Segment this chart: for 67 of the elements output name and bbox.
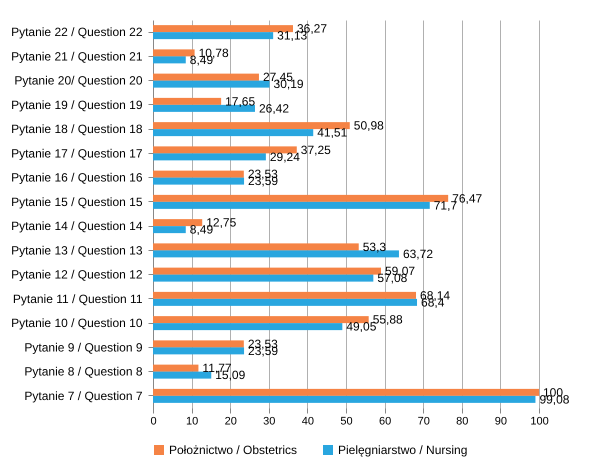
- x-tick-label: 20: [224, 416, 237, 428]
- data-label: 50,98: [354, 118, 384, 133]
- bar: [153, 292, 416, 299]
- data-label: 37,25: [300, 142, 332, 157]
- x-tick-label: 80: [456, 416, 468, 428]
- bar: [153, 98, 222, 105]
- bar: [153, 49, 195, 56]
- y-tick-label: Pytanie 21 / Question 21: [11, 49, 143, 64]
- data-label: 29,24: [270, 150, 300, 164]
- bar: [153, 219, 202, 226]
- bar: [153, 129, 314, 136]
- bar: [153, 316, 369, 324]
- bar: [153, 340, 244, 348]
- y-tick-label: Pytanie 15 / Question 15: [11, 194, 143, 209]
- bar: [153, 396, 536, 403]
- y-tick-label: Pytanie 13 / Question 13: [11, 243, 143, 258]
- x-tick-label: 100: [530, 416, 549, 428]
- y-tick-label: Pytanie 11 / Question 11: [12, 292, 143, 306]
- bar: [153, 80, 270, 88]
- y-tick-label: Pytanie 17 / Question 17: [11, 146, 143, 160]
- y-tick-label: Pytanie 9 / Question 9: [24, 340, 143, 354]
- x-tick-label: 30: [263, 416, 276, 428]
- data-label: 17,65: [225, 94, 256, 108]
- data-label: 63,72: [402, 246, 434, 261]
- bar: [153, 153, 266, 160]
- bar: [153, 194, 448, 202]
- bar: [153, 274, 374, 282]
- y-tick-label: Pytanie 10 / Question 10: [11, 316, 143, 330]
- x-tick-label: 50: [340, 416, 353, 428]
- legend-label: Pielęgniarstwo / Nursing: [338, 443, 468, 457]
- bar: [153, 202, 430, 209]
- bar: [153, 298, 418, 306]
- bar: [153, 323, 342, 330]
- bar: [153, 372, 212, 379]
- x-tick-label: 40: [302, 416, 314, 428]
- bar: [153, 56, 186, 64]
- bar: [153, 388, 539, 396]
- data-label: 41,51: [317, 126, 348, 140]
- bar: [153, 146, 297, 154]
- x-tick-label: 60: [378, 416, 392, 428]
- y-tick-label: Pytanie 14 / Question 14: [11, 219, 143, 234]
- bar: [153, 243, 359, 250]
- bar: [153, 32, 274, 40]
- x-tick-label: 10: [186, 416, 198, 428]
- data-label: 26,42: [258, 101, 290, 116]
- y-tick-label: Pytanie 12 / Question 12: [11, 268, 143, 282]
- legend-label: Położnictwo / Obstetrics: [169, 443, 298, 457]
- y-tick-label: Pytanie 22 / Question 22: [11, 25, 143, 40]
- y-tick-label: Pytanie 19 / Question 19: [11, 98, 143, 112]
- x-tick-label: 90: [494, 416, 508, 428]
- y-tick-label: Pytanie 20/ Question 20: [14, 74, 143, 88]
- x-tick-label: 0: [150, 416, 157, 428]
- bar: [153, 178, 244, 185]
- y-tick-label: Pytanie 7 / Question 7: [24, 388, 143, 403]
- y-tick-label: Pytanie 8 / Question 8: [24, 364, 143, 379]
- x-tick-label: 70: [418, 416, 430, 428]
- bar: [153, 347, 244, 354]
- bar: [153, 268, 382, 275]
- bar: [153, 25, 293, 32]
- y-tick-label: Pytanie 16 / Question 16: [11, 170, 143, 185]
- bar: [153, 122, 350, 130]
- bar: [153, 170, 244, 178]
- bar: [153, 74, 259, 81]
- data-label: 53,3: [362, 240, 386, 254]
- bar: [153, 364, 198, 372]
- bar: [153, 226, 186, 234]
- y-tick-label: Pytanie 18 / Question 18: [11, 122, 143, 136]
